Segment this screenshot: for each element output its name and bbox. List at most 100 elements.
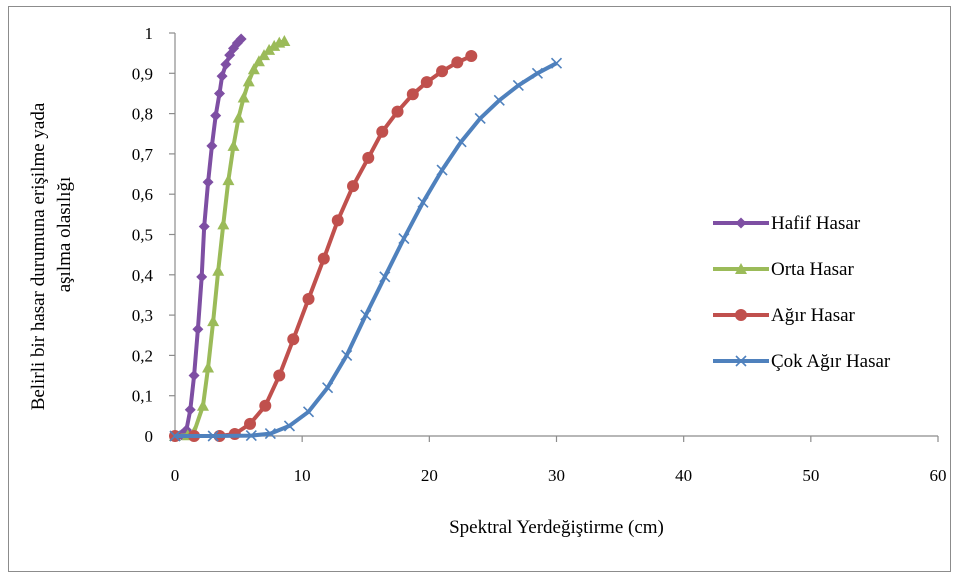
- legend-marker: [735, 263, 747, 274]
- legend-item: Orta Hasar: [713, 259, 854, 280]
- ticks: 0 10 20 30 40 50 60 0 0,1 0,2 0,3 0,4 0,5 0,6 0,7 0,8 0,…: [132, 24, 947, 485]
- data-point: [202, 176, 214, 188]
- x-tick-label: 50: [802, 466, 819, 485]
- data-point: [220, 58, 232, 70]
- data-point: [214, 87, 226, 99]
- series-3: [169, 49, 478, 442]
- data-point: [184, 404, 196, 416]
- data-point: [379, 271, 391, 283]
- legend-marker: [735, 355, 747, 367]
- data-point: [512, 79, 524, 91]
- data-point: [252, 55, 265, 67]
- y-tick-label: 0,7: [132, 145, 154, 164]
- data-point: [406, 88, 419, 101]
- x-tick-label: 60: [930, 466, 947, 485]
- data-point: [207, 315, 220, 327]
- chart-frame: [8, 6, 951, 572]
- data-point: [317, 252, 330, 265]
- data-point: [436, 164, 448, 176]
- data-point: [420, 76, 433, 89]
- data-point: [212, 264, 225, 276]
- x-tick-label: 30: [548, 466, 565, 485]
- y-tick-label: 1: [145, 24, 154, 43]
- data-point: [264, 428, 276, 440]
- y-axis-title-line-2: aşılma olasılığı: [54, 177, 75, 293]
- data-point: [244, 417, 257, 430]
- y-tick-label: 0,3: [132, 306, 153, 325]
- series-line: [175, 61, 558, 438]
- data-point: [237, 91, 250, 103]
- data-point: [531, 67, 543, 79]
- data-point: [455, 136, 467, 148]
- data-point: [278, 35, 291, 47]
- data-point: [287, 333, 300, 346]
- axes: [174, 33, 938, 437]
- data-point: [360, 309, 372, 321]
- data-point: [192, 323, 204, 335]
- series-2: [169, 35, 291, 441]
- y-tick-label: 0,6: [132, 185, 153, 204]
- x-tick-label: 40: [675, 466, 692, 485]
- data-point: [417, 196, 429, 208]
- data-point: [436, 65, 449, 78]
- x-tick-label: 10: [294, 466, 311, 485]
- series-layer: [169, 33, 563, 442]
- legend-item: Hafif Hasar: [713, 213, 861, 234]
- data-point: [259, 399, 272, 412]
- data-point: [247, 63, 260, 75]
- data-point: [347, 180, 360, 193]
- data-point: [341, 349, 353, 361]
- data-point: [202, 361, 215, 373]
- legend-label: Orta Hasar: [771, 259, 854, 280]
- legend-item: Ağır Hasar: [713, 305, 856, 326]
- legend-label: Çok Ağır Hasar: [771, 351, 891, 372]
- data-point: [227, 139, 240, 151]
- y-tick-label: 0: [145, 427, 154, 446]
- data-point: [362, 151, 375, 164]
- legend-marker: [735, 217, 747, 229]
- legend-marker: [735, 309, 747, 321]
- legend-item: Çok Ağır Hasar: [713, 351, 891, 372]
- series-4: [169, 57, 563, 442]
- y-axis-title: Belirli bir hasar durumuna erişilme yada…: [28, 102, 75, 410]
- legend-label: Ağır Hasar: [771, 305, 856, 326]
- data-point: [376, 125, 389, 138]
- data-point: [217, 218, 230, 230]
- data-point: [302, 406, 315, 418]
- data-point: [465, 49, 478, 62]
- data-point: [198, 220, 210, 232]
- data-point: [493, 94, 505, 106]
- data-point: [283, 420, 296, 432]
- x-axis-title: Spektral Yerdeğiştirme (cm): [449, 517, 664, 538]
- data-point: [169, 430, 181, 442]
- data-point: [207, 430, 219, 442]
- y-axis-title-line-1: Belirli bir hasar durumuna erişilme yada: [28, 102, 49, 410]
- y-tick-label: 0,4: [132, 266, 154, 285]
- data-point: [331, 214, 344, 227]
- data-point: [245, 430, 257, 442]
- data-point: [302, 292, 315, 305]
- data-point: [550, 57, 563, 69]
- data-point: [222, 174, 235, 186]
- data-point: [188, 370, 200, 382]
- legend-label: Hafif Hasar: [771, 213, 861, 234]
- data-point: [451, 56, 464, 69]
- data-point: [206, 140, 218, 152]
- y-tick-label: 0,8: [132, 105, 153, 124]
- data-point: [235, 33, 247, 45]
- data-point: [232, 111, 245, 123]
- data-point: [273, 369, 286, 382]
- y-tick-label: 0,9: [132, 64, 153, 83]
- data-point: [242, 75, 255, 87]
- x-tick-label: 20: [421, 466, 438, 485]
- x-tick-label: 0: [171, 466, 180, 485]
- data-point: [196, 271, 208, 283]
- y-tick-label: 0,2: [132, 346, 153, 365]
- y-tick-label: 0,1: [132, 387, 153, 406]
- data-point: [210, 110, 222, 122]
- data-point: [391, 105, 404, 118]
- data-point: [474, 112, 486, 125]
- legend: Hafif Hasar Orta Hasar Ağır Hasar Çok Ağır …: [713, 213, 891, 372]
- data-point: [322, 382, 334, 394]
